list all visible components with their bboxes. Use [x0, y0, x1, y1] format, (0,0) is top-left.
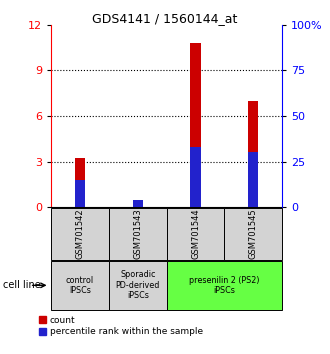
Bar [133, 205, 143, 207]
Bar [75, 180, 85, 207]
Legend: count, percentile rank within the sample: count, percentile rank within the sample [39, 316, 203, 336]
Bar [190, 147, 201, 207]
Text: control
IPSCs: control IPSCs [66, 276, 94, 295]
Bar [109, 208, 167, 260]
Bar [248, 101, 258, 207]
Text: Sporadic
PD-derived
iPSCs: Sporadic PD-derived iPSCs [115, 270, 160, 300]
Bar [133, 200, 143, 207]
Text: GDS4141 / 1560144_at: GDS4141 / 1560144_at [92, 12, 238, 25]
Text: presenilin 2 (PS2)
iPSCs: presenilin 2 (PS2) iPSCs [189, 276, 260, 295]
Text: GSM701543: GSM701543 [133, 209, 142, 259]
Text: cell line: cell line [3, 280, 41, 290]
Bar [51, 261, 109, 310]
Bar [109, 261, 167, 310]
Bar [167, 208, 224, 260]
Text: GSM701544: GSM701544 [191, 209, 200, 259]
Text: GSM701545: GSM701545 [249, 209, 258, 259]
Text: GSM701542: GSM701542 [76, 209, 84, 259]
Bar [224, 208, 282, 260]
Bar [190, 43, 201, 207]
Bar [167, 261, 282, 310]
Bar [51, 208, 109, 260]
Bar [248, 153, 258, 207]
Bar [75, 159, 85, 207]
